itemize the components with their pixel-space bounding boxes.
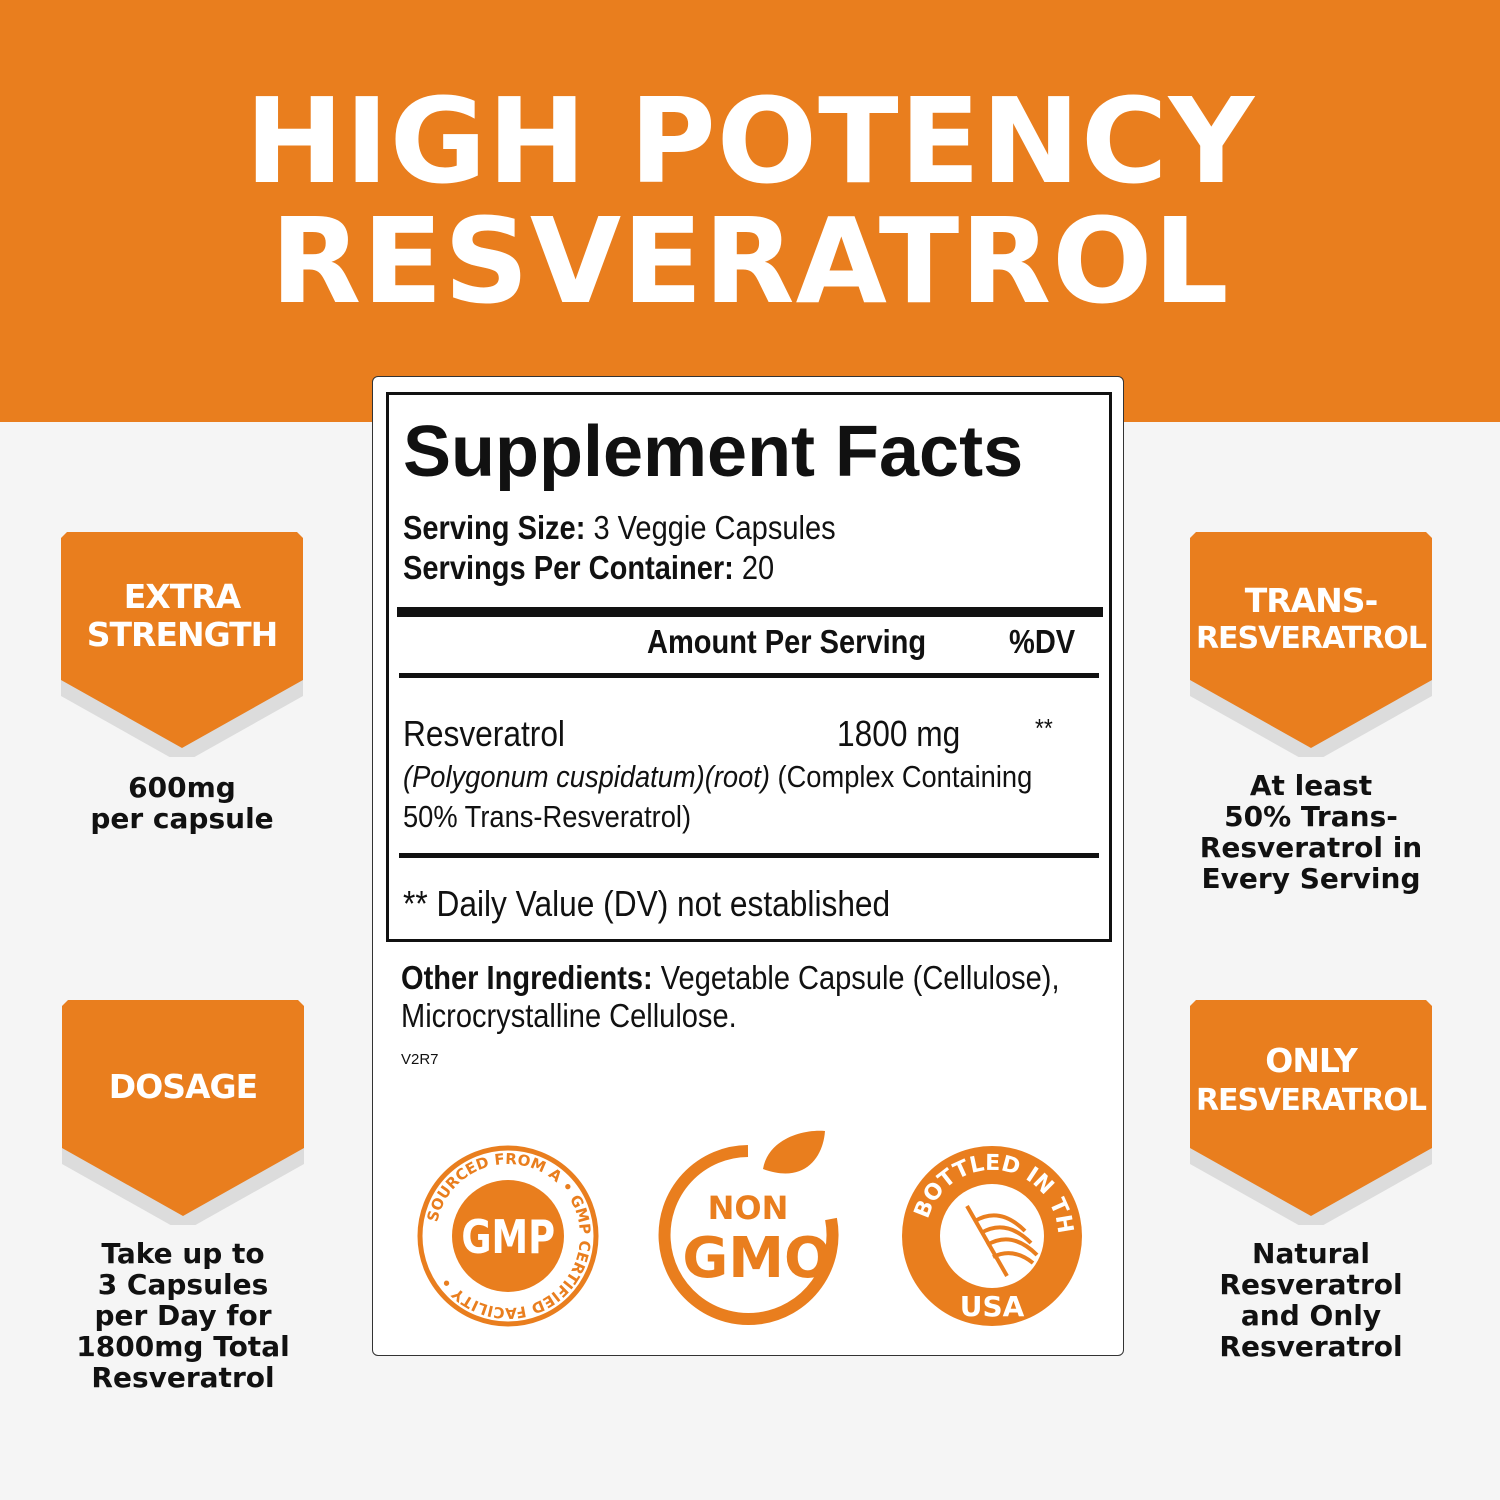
headline-line2: RESVERATROL <box>270 192 1230 330</box>
non-gmo-seal-icon: NON GMO <box>658 1130 839 1325</box>
supplement-facts-box: Supplement Facts Serving Size: 3 Veggie … <box>386 392 1112 942</box>
badge-label: RESVERATROL <box>1195 1083 1427 1118</box>
footnote: ** Daily Value (DV) not established <box>403 883 891 924</box>
divider <box>397 607 1103 617</box>
badge-extra-strength: EXTRA STRENGTH <box>61 532 303 757</box>
version-code: V2R7 <box>401 1051 439 1068</box>
servings-label: Servings Per Container: <box>403 549 734 586</box>
badge-caption: Natural Resveratrol and Only Resveratrol <box>1219 1237 1403 1363</box>
facts-title: Supplement Facts <box>403 412 1024 492</box>
ingredient-dv: ** <box>1035 713 1053 743</box>
source-line2: 50% Trans-Resveratrol) <box>403 799 692 834</box>
supplement-facts-panel: Supplement Facts Serving Size: 3 Veggie … <box>372 376 1124 1356</box>
svg-text:USA: USA <box>960 1290 1025 1323</box>
svg-text:GMP: GMP <box>461 1210 555 1264</box>
other-ingredients-text: Vegetable Capsule (Cellulose), <box>660 959 1060 996</box>
badge-label: EXTRA <box>123 577 241 616</box>
badge-label: STRENGTH <box>86 615 278 654</box>
svg-text:NON: NON <box>708 1189 789 1227</box>
badge-caption: At least 50% Trans- Resveratrol in Every Se… <box>1199 769 1423 895</box>
badge-label: RESVERATROL <box>1195 621 1427 656</box>
header-banner <box>0 0 1500 422</box>
badge-trans-resveratrol: TRANS- RESVERATROL <box>1190 532 1432 757</box>
source-desc: (Complex Containing <box>777 759 1033 794</box>
badge-caption: 600mg per capsule <box>90 771 274 835</box>
badge-only-resveratrol: ONLY RESVERATROL <box>1190 1000 1432 1225</box>
other-ingredients-label: Other Ingredients: <box>401 959 653 996</box>
divider <box>399 853 1099 858</box>
badge-label: ONLY <box>1265 1041 1357 1080</box>
col-amount: Amount Per Serving <box>647 623 927 660</box>
divider <box>399 673 1099 678</box>
badge-caption: Take up to 3 Capsules per Day for 1800mg To… <box>76 1237 290 1394</box>
servings: 20 <box>741 549 775 586</box>
ingredient-amount: 1800 mg <box>837 713 961 754</box>
col-dv: %DV <box>1009 623 1076 660</box>
usa-seal-icon: BOTTLED IN THE USA <box>897 1141 1082 1326</box>
serving-size: 3 Veggie Capsules <box>593 509 836 546</box>
badge-dosage: DOSAGE <box>62 1000 304 1225</box>
gmp-seal-icon: SOURCED FROM A • GMP CERTIFIED FACILITY … <box>417 1145 599 1327</box>
headline-line1: HIGH POTENCY <box>244 72 1256 210</box>
serving-size-label: Serving Size: <box>403 509 586 546</box>
svg-text:GMO: GMO <box>682 1226 831 1291</box>
badge-label: DOSAGE <box>108 1067 258 1106</box>
badge-label: TRANS- <box>1244 581 1379 620</box>
ingredient-name: Resveratrol <box>403 713 565 754</box>
source-latin: (Polygonum cuspidatum)(root) <box>403 759 770 794</box>
other-ingredients-text2: Microcrystalline Cellulose. <box>401 997 737 1034</box>
